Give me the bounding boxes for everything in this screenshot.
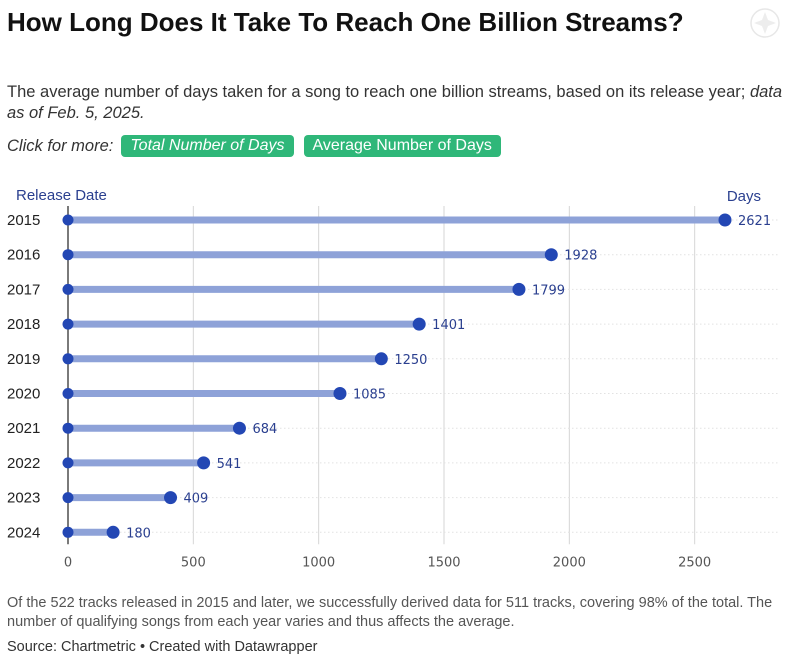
- value-dot: [412, 317, 426, 331]
- baseline-dot: [62, 283, 74, 295]
- value-dot: [544, 248, 558, 262]
- data-label: 1085: [353, 388, 386, 403]
- value-dot: [374, 352, 388, 366]
- links-label: Click for more:: [7, 136, 114, 155]
- baseline-dot: [62, 214, 74, 226]
- more-links: Click for more: Total Number of Days Ave…: [7, 134, 511, 158]
- total-days-button[interactable]: Total Number of Days: [121, 135, 294, 157]
- separator-dot: •: [139, 639, 146, 655]
- baseline-dot: [62, 353, 74, 365]
- baseline-dot: [62, 318, 74, 330]
- y-tick-label: 2016: [7, 247, 40, 264]
- value-dot: [106, 525, 120, 539]
- credit-text: Created with Datawrapper: [149, 639, 318, 655]
- y-tick-label: 2024: [7, 524, 40, 541]
- data-label: 1250: [394, 353, 427, 368]
- x-tick-label: 500: [181, 555, 206, 570]
- baseline-dot: [62, 492, 74, 504]
- chart-subtitle: The average number of days taken for a s…: [7, 82, 787, 124]
- value-dot: [718, 213, 732, 227]
- baseline-dot: [62, 249, 74, 261]
- data-label: 2621: [738, 214, 771, 229]
- data-label: 1928: [564, 249, 597, 264]
- x-tick-label: 0: [64, 555, 72, 570]
- footnote: Of the 522 tracks released in 2015 and l…: [7, 595, 773, 630]
- baseline-dot: [62, 422, 74, 434]
- data-label: 409: [184, 492, 209, 507]
- source-text: Source: Chartmetric: [7, 639, 136, 655]
- y-axis-title: Release Date: [16, 187, 107, 204]
- y-tick-label: 2019: [7, 351, 40, 368]
- x-axis-title: Days: [727, 188, 761, 205]
- chart-title: How Long Does It Take To Reach One Billi…: [7, 7, 684, 37]
- value-dot: [232, 421, 246, 435]
- value-dot: [164, 491, 178, 505]
- source-line: Source: Chartmetric • Created with Datawra…: [7, 639, 317, 655]
- data-label: 1401: [432, 318, 465, 333]
- x-tick-label: 2000: [553, 555, 586, 570]
- y-tick-label: 2022: [7, 455, 40, 472]
- data-label: 180: [126, 526, 151, 541]
- y-tick-label: 2021: [7, 420, 40, 437]
- y-tick-label: 2015: [7, 212, 40, 229]
- logo-icon: [750, 8, 780, 38]
- lollipop-chart: Release Date Days 0 500 1000 1500 2000 2500 2015…: [7, 187, 778, 570]
- x-tick-label: 2500: [678, 555, 711, 570]
- x-tick-label: 1000: [302, 555, 335, 570]
- baseline-dot: [62, 457, 74, 469]
- y-tick-label: 2017: [7, 281, 40, 298]
- baseline-dot: [62, 526, 74, 538]
- value-dot: [333, 387, 347, 400]
- y-tick-label: 2023: [7, 490, 40, 507]
- data-label: 684: [252, 422, 277, 437]
- average-days-button[interactable]: Average Number of Days: [303, 135, 501, 157]
- subtitle-date: data as of Feb. 5, 2025.: [7, 83, 783, 122]
- value-dot: [197, 456, 211, 470]
- y-tick-label: 2018: [7, 316, 40, 333]
- value-dot: [512, 282, 526, 296]
- data-label: 1799: [532, 283, 565, 298]
- data-label: 541: [217, 457, 242, 472]
- subtitle-text: The average number of days taken for a s…: [7, 83, 746, 101]
- baseline-dot: [62, 388, 74, 399]
- y-tick-label: 2020: [7, 386, 40, 403]
- x-tick-label: 1500: [427, 555, 460, 570]
